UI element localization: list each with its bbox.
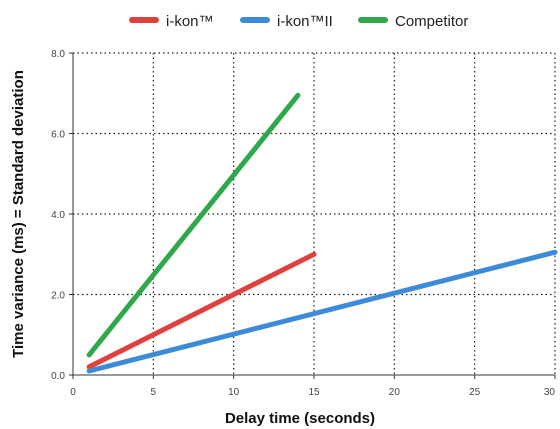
x-tick-label: 10 bbox=[228, 387, 240, 398]
x-axis-title: Delay time (seconds) bbox=[225, 410, 375, 427]
legend-label: Competitor bbox=[395, 13, 468, 30]
x-tick-label: 0 bbox=[70, 387, 76, 398]
y-tick-label: 0.0 bbox=[51, 371, 65, 382]
x-tick-label: 15 bbox=[308, 387, 320, 398]
x-tick-label: 30 bbox=[544, 387, 556, 398]
legend-label: i-kon™II bbox=[277, 13, 333, 30]
grid bbox=[73, 52, 556, 375]
series-line bbox=[86, 249, 558, 374]
legend-label: i-kon™ bbox=[166, 13, 214, 30]
series-line bbox=[86, 251, 317, 370]
y-tick-label: 8.0 bbox=[51, 49, 65, 60]
x-tick-label: 5 bbox=[151, 387, 157, 398]
y-axis-title: Time variance (ms) = Standard deviation bbox=[10, 70, 27, 358]
y-tick-label: 6.0 bbox=[51, 130, 65, 141]
x-tick-label: 25 bbox=[469, 387, 481, 398]
axes bbox=[69, 52, 556, 379]
x-tick-label: 20 bbox=[389, 387, 401, 398]
tick-labels: 0 5 10 15 20 25 30 0.0 2.0 4.0 6.0 8.0 bbox=[51, 49, 555, 398]
legend: i-kon™ i-kon™II Competitor bbox=[129, 13, 468, 30]
series-lines bbox=[86, 92, 558, 374]
y-tick-label: 4.0 bbox=[51, 210, 65, 221]
series-line bbox=[86, 92, 301, 358]
y-tick-label: 2.0 bbox=[51, 291, 65, 302]
